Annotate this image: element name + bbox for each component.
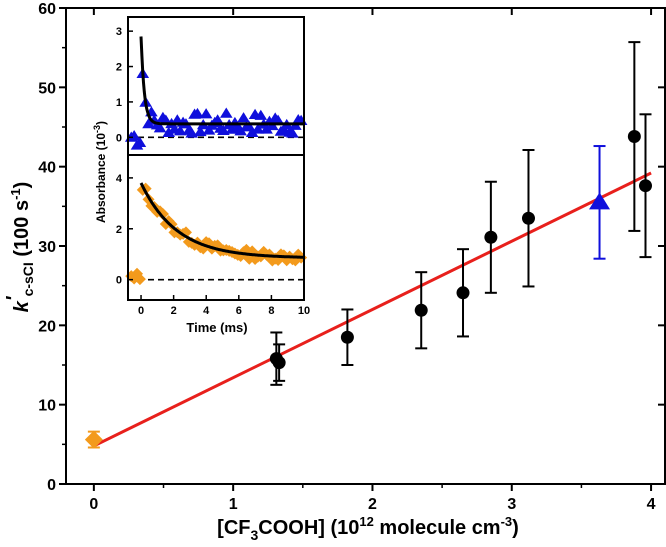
- x-label-sup2: -3: [501, 514, 513, 529]
- fit-line: [93, 171, 652, 448]
- x-label-sup: 12: [359, 514, 373, 529]
- inset-x-tick-label: 2: [171, 305, 177, 317]
- inset-background: [128, 17, 304, 300]
- data-point-diamond: [84, 430, 103, 449]
- y-label-unit: (100 s: [11, 200, 33, 262]
- top-trace-marker: [153, 122, 167, 133]
- y-axis-label: k'c-sCI (100 s-1): [3, 182, 36, 313]
- top-trace-marker: [286, 127, 299, 138]
- y-tick-label: 40: [38, 160, 56, 177]
- y-label-k: k: [11, 300, 33, 312]
- y-tick-label: 50: [38, 80, 56, 97]
- y-tick-label: 20: [38, 318, 56, 335]
- top-y-tick-label: 3: [116, 26, 122, 38]
- y-tick-label: 60: [38, 1, 56, 18]
- y-tick-label: 0: [47, 477, 56, 494]
- data-point-circle: [521, 211, 535, 225]
- inset-y-label-end: ): [94, 121, 108, 125]
- inset-x-tick-label: 8: [268, 305, 274, 317]
- top-trace-marker: [162, 126, 175, 138]
- inset-y-label-pre: Absorbance (10: [94, 133, 108, 223]
- top-fit-curve: [139, 36, 304, 126]
- data-point-circle: [484, 230, 498, 244]
- top-y-tick-label: 0: [116, 132, 122, 144]
- data-point-circle: [414, 303, 428, 317]
- top-trace-marker: [237, 112, 250, 123]
- inset-x-tick-label: 6: [236, 305, 242, 317]
- data-point-circle: [638, 179, 652, 193]
- bottom-trace-marker: [280, 254, 293, 267]
- x-label-pre: [CF: [217, 517, 250, 539]
- bottom-y-tick-label: 4: [116, 173, 123, 185]
- y-label-sub: c-sCI: [20, 262, 36, 296]
- bottom-y-tick-label: 2: [116, 224, 122, 236]
- top-trace-marker: [245, 126, 259, 137]
- y-tick-label: 10: [38, 398, 56, 415]
- data-point-circle: [340, 330, 354, 344]
- bottom-trace-marker: [289, 254, 302, 267]
- top-trace-marker: [173, 125, 187, 136]
- data-point-triangle: [589, 192, 611, 210]
- axis-labels: k'c-sCI (100 s-1) [CF3COOH] (1012 molecu…: [3, 121, 519, 543]
- inset-y-axis-label: Absorbance (10-3): [92, 121, 108, 223]
- bottom-y-tick-label: 0: [116, 275, 122, 287]
- data-point-circle: [272, 356, 286, 370]
- y-label-sup: -1: [8, 188, 23, 200]
- x-tick-label: 4: [647, 496, 656, 513]
- inset-y-label-sup: -3: [92, 125, 102, 133]
- x-label-mid: COOH] (10: [258, 517, 359, 539]
- top-trace-marker: [199, 108, 213, 119]
- inset-x-axis-label: Time (ms): [186, 320, 247, 335]
- bottom-trace-marker: [156, 207, 169, 220]
- x-tick-label: 0: [89, 496, 98, 513]
- x-label-end: ): [512, 517, 519, 539]
- top-y-tick-label: 2: [116, 62, 122, 74]
- data-point-circle: [627, 130, 641, 144]
- x-tick-label: 3: [507, 496, 516, 513]
- inset-x-tick-label: 4: [203, 305, 210, 317]
- top-trace-marker: [260, 123, 273, 134]
- x-tick-label: 1: [229, 496, 238, 513]
- y-label-end: ): [11, 182, 33, 189]
- top-trace-marker: [219, 107, 233, 118]
- top-trace-marker: [133, 136, 147, 147]
- bottom-panel-frame: [127, 154, 305, 301]
- y-tick-label: 30: [38, 239, 56, 256]
- inset-x-tick-label: 10: [298, 305, 310, 317]
- top-trace-marker: [254, 109, 268, 120]
- data-point-circle: [456, 286, 470, 300]
- bottom-fit-curve: [139, 182, 304, 259]
- bottom-trace-marker: [133, 273, 146, 286]
- x-tick-label: 2: [368, 496, 377, 513]
- x-label-sub: 3: [250, 527, 258, 543]
- y-label-prime: ': [3, 295, 25, 301]
- top-trace-marker: [271, 114, 285, 125]
- inset-x-tick-label: 0: [138, 305, 144, 317]
- x-label-post: molecule cm: [374, 517, 501, 539]
- top-trace-marker: [211, 114, 224, 125]
- x-axis-label: [CF3COOH] (1012 molecule cm-3): [217, 514, 519, 543]
- top-trace-marker: [142, 118, 155, 129]
- top-trace-marker: [191, 107, 204, 119]
- top-y-tick-label: 1: [116, 97, 122, 109]
- top-trace-marker: [234, 125, 247, 136]
- inset-plot-area: 0 1 2 3 0 2 4 0 2 4 6 8 10: [116, 16, 310, 317]
